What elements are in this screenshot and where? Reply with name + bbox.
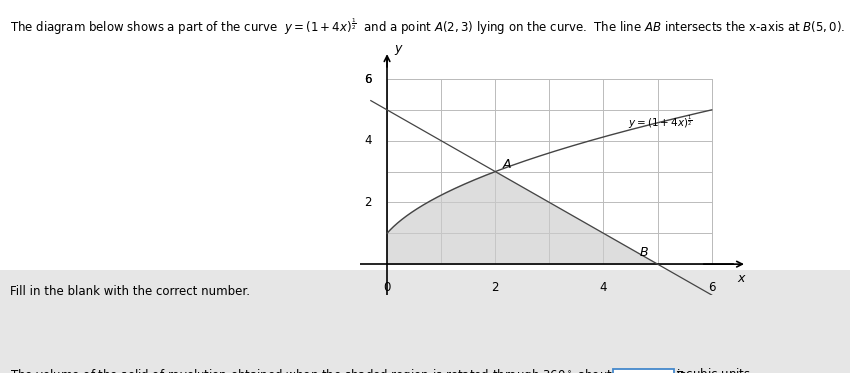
Text: $y=(1+4x)^{\frac{1}{2}}$: $y=(1+4x)^{\frac{1}{2}}$: [628, 113, 693, 131]
Text: 4: 4: [365, 134, 372, 147]
Text: Fill in the blank with the correct number.: Fill in the blank with the correct numbe…: [10, 285, 250, 298]
Text: 4: 4: [600, 281, 607, 294]
Text: 2: 2: [365, 196, 372, 209]
Text: 2: 2: [491, 281, 499, 294]
Text: $\pi$ cubic units.: $\pi$ cubic units.: [675, 367, 754, 373]
Text: $y$: $y$: [394, 43, 404, 57]
Text: 6: 6: [365, 72, 372, 85]
Text: 6: 6: [708, 281, 716, 294]
Text: 0: 0: [383, 281, 391, 294]
Text: $B$: $B$: [638, 245, 649, 258]
Polygon shape: [387, 172, 658, 264]
Text: 6: 6: [365, 72, 372, 85]
Text: The diagram below shows a part of the curve  $y=(1+4x)^{\frac{1}{2}}$  and a poi: The diagram below shows a part of the cu…: [10, 17, 846, 37]
Text: $x$: $x$: [737, 272, 746, 285]
Text: The volume of the solid of revolution obtained when the shaded region is rotated: The volume of the solid of revolution ob…: [10, 367, 692, 373]
Text: $A$: $A$: [502, 159, 513, 172]
